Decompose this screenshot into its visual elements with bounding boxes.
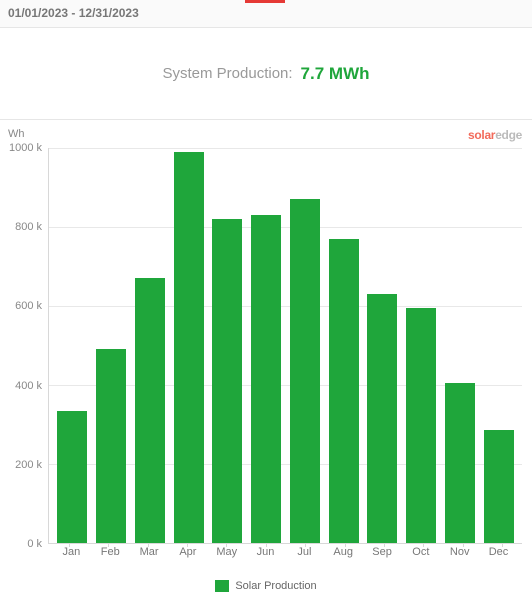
bar-slot bbox=[208, 148, 247, 543]
bar-slot bbox=[363, 148, 402, 543]
summary-panel: System Production: 7.7 MWh bbox=[0, 28, 532, 120]
production-chart: Wh solaredge 0 k 200 k 400 k 600 k 800 k 1000… bbox=[0, 120, 532, 600]
bar[interactable] bbox=[290, 199, 320, 543]
bar-slot bbox=[53, 148, 92, 543]
x-axis-labels: JanFebMarAprMayJunJulAugSepOctNovDec bbox=[48, 546, 522, 564]
bars-group bbox=[49, 148, 522, 543]
y-axis-unit: Wh bbox=[8, 128, 25, 140]
x-tick-label: Jan bbox=[52, 546, 91, 564]
bar[interactable] bbox=[445, 383, 475, 543]
bar[interactable] bbox=[96, 349, 126, 543]
x-tick-label: Feb bbox=[91, 546, 130, 564]
bar[interactable] bbox=[329, 239, 359, 543]
y-tick-label: 0 k bbox=[27, 538, 42, 550]
logo-part-solar: solar bbox=[468, 128, 495, 142]
y-tick-label: 200 k bbox=[15, 459, 42, 471]
bar[interactable] bbox=[251, 215, 281, 543]
x-tick-label: Apr bbox=[168, 546, 207, 564]
bar-slot bbox=[169, 148, 208, 543]
bar[interactable] bbox=[135, 278, 165, 543]
bar-slot bbox=[441, 148, 480, 543]
y-tick-label: 1000 k bbox=[9, 142, 42, 154]
bar-slot bbox=[92, 148, 131, 543]
bar[interactable] bbox=[367, 294, 397, 543]
y-axis-labels: 0 k200 k400 k600 k800 k1000 k bbox=[0, 148, 44, 544]
bar[interactable] bbox=[57, 411, 87, 543]
bar[interactable] bbox=[484, 430, 514, 543]
date-range-text: 01/01/2023 - 12/31/2023 bbox=[8, 6, 139, 20]
active-tab-indicator bbox=[245, 0, 285, 3]
bar[interactable] bbox=[406, 308, 436, 543]
bar-slot bbox=[131, 148, 170, 543]
legend-label: Solar Production bbox=[235, 580, 316, 592]
x-tick-label: Mar bbox=[130, 546, 169, 564]
bar[interactable] bbox=[174, 152, 204, 543]
legend-swatch bbox=[215, 580, 229, 592]
x-tick-label: Oct bbox=[401, 546, 440, 564]
x-tick-label: Aug bbox=[324, 546, 363, 564]
bar-slot bbox=[286, 148, 325, 543]
x-tick-label: Jun bbox=[246, 546, 285, 564]
date-range-bar: 01/01/2023 - 12/31/2023 bbox=[0, 0, 532, 28]
solaredge-logo: solaredge bbox=[468, 128, 522, 142]
bar-slot bbox=[402, 148, 441, 543]
plot-area bbox=[48, 148, 522, 544]
logo-part-edge: edge bbox=[495, 128, 522, 142]
x-tick-label: Sep bbox=[363, 546, 402, 564]
y-tick-label: 800 k bbox=[15, 221, 42, 233]
y-tick-label: 400 k bbox=[15, 380, 42, 392]
y-tick-label: 600 k bbox=[15, 300, 42, 312]
bar[interactable] bbox=[212, 219, 242, 543]
x-tick-label: Dec bbox=[479, 546, 518, 564]
x-tick-label: May bbox=[207, 546, 246, 564]
x-tick-label: Nov bbox=[440, 546, 479, 564]
x-tick-label: Jul bbox=[285, 546, 324, 564]
bar-slot bbox=[479, 148, 518, 543]
system-production-value: 7.7 MWh bbox=[301, 64, 370, 84]
bar-slot bbox=[324, 148, 363, 543]
chart-legend: Solar Production bbox=[0, 580, 532, 592]
bar-slot bbox=[247, 148, 286, 543]
system-production-label: System Production: bbox=[162, 65, 292, 82]
